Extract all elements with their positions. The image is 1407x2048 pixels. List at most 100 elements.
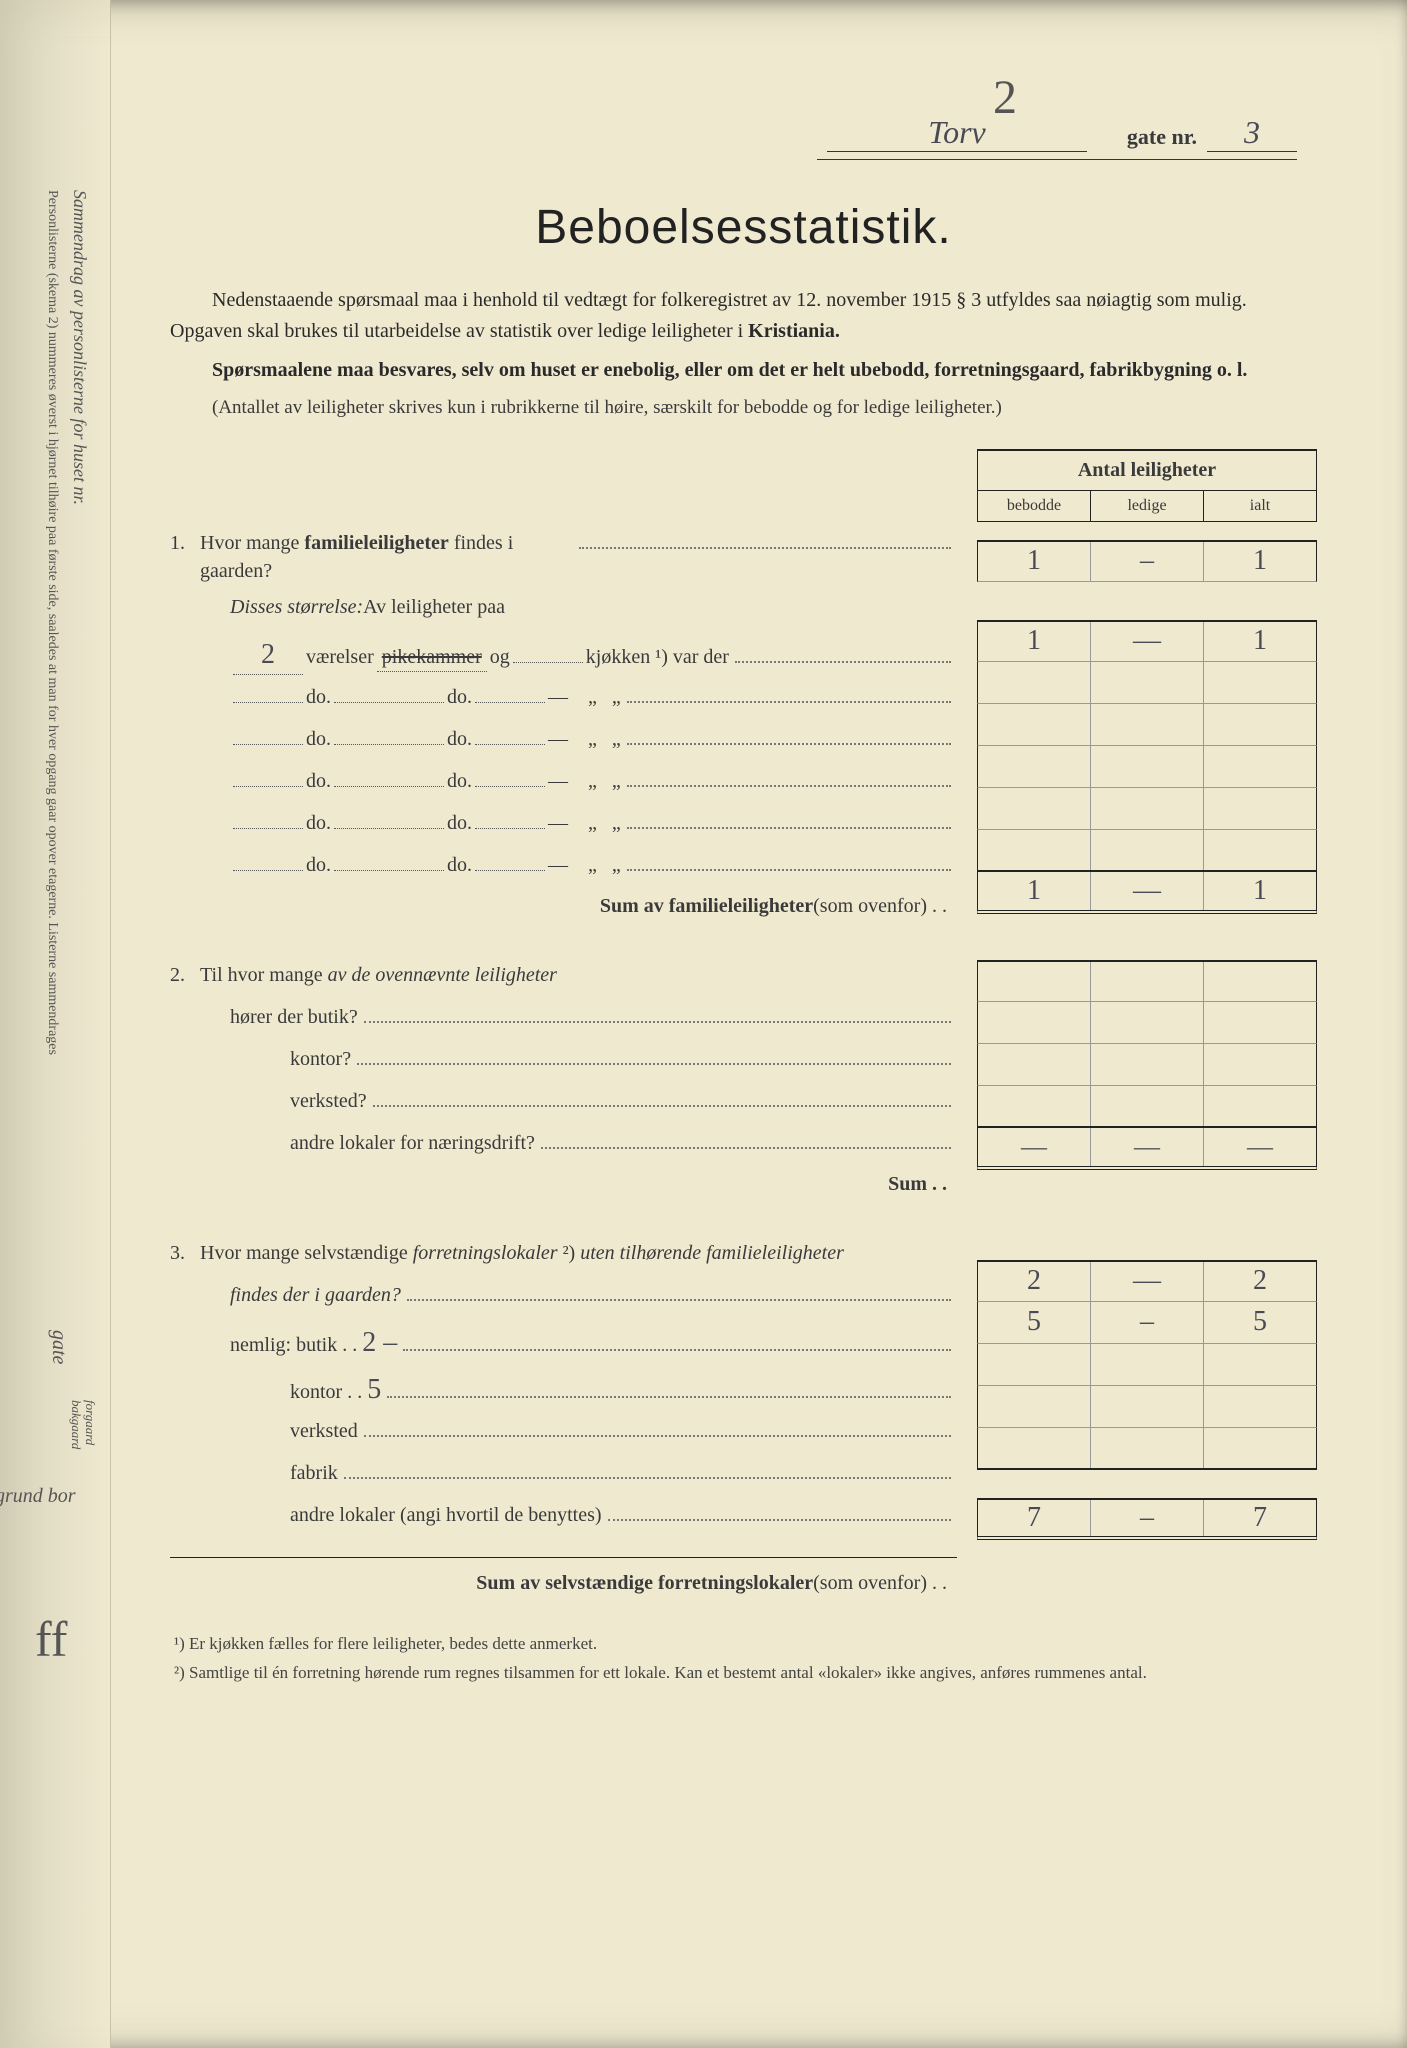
gate-nr-label: gate nr. xyxy=(1127,124,1197,150)
q2-line: 2. Til hvor mange av de ovennævnte leili… xyxy=(170,953,957,995)
do: do. xyxy=(306,851,331,879)
do: do. xyxy=(447,809,472,837)
q1-size-line-2: do. do. — „ „ xyxy=(170,675,957,717)
main-form-area: Antal leiligheter bebodde ledige ialt 1 … xyxy=(170,441,1317,1605)
q3-verksted-text: verksted xyxy=(290,1417,358,1445)
tally-row-size-6 xyxy=(977,830,1317,872)
q3-verksted: verksted xyxy=(170,1409,957,1451)
sidebar-gate-label: gate xyxy=(47,1330,70,1364)
tally-row-q3-andre xyxy=(977,1428,1317,1470)
q3-sum-a: Sum av selvstændige forretningslokaler xyxy=(476,1569,813,1597)
sidebar-forgaard: forgaard xyxy=(82,1400,98,1445)
cell: 1 xyxy=(1027,545,1041,577)
q1-size-line-3: do. do. — „ „ xyxy=(170,717,957,759)
cell: 5 xyxy=(1253,1306,1267,1338)
q3-text-b: forretningslokaler xyxy=(413,1242,558,1264)
margin-handwriting: ff xyxy=(35,1610,67,1668)
do: do. xyxy=(447,683,472,711)
q2-verksted: verksted? xyxy=(170,1079,957,1121)
q1-number: 1. xyxy=(170,529,200,557)
tally-row-q1-main: 1 – 1 xyxy=(977,540,1317,582)
cell: — xyxy=(1133,1265,1161,1297)
q3-kontor-text: kontor xyxy=(290,1378,342,1406)
cell: – xyxy=(1140,1502,1154,1534)
q2-andre-text: andre lokaler for næringsdrift? xyxy=(290,1129,535,1157)
q1-text-a: Hvor mange xyxy=(200,532,304,554)
tally-row-q3-kontor: 5 – 5 xyxy=(977,1302,1317,1344)
cell: — xyxy=(1021,1132,1047,1162)
cell: 1 xyxy=(1253,545,1267,577)
q1-size-line-4: do. do. — „ „ xyxy=(170,759,957,801)
intro-paragraph-2: Spørsmaalene maa besvares, selv om huset… xyxy=(170,355,1317,386)
tally-row-size-1: 1 — 1 xyxy=(977,620,1317,662)
tally-row-q2-butik xyxy=(977,960,1317,1002)
footnote-2: ²) Samtlige til én forretning hørende ru… xyxy=(170,1661,1317,1686)
cell: — xyxy=(1133,875,1161,907)
header-line: 2 Torv gate nr. 3 xyxy=(170,60,1317,180)
sidebar-main-text: Sammendrag av personlisterne for huset n… xyxy=(69,190,90,505)
tally-row-q3-fabrik xyxy=(977,1386,1317,1428)
gate-nr-field: 3 xyxy=(1207,114,1297,152)
q3-number: 3. xyxy=(170,1239,200,1267)
q3-butik-hand: 2 – xyxy=(362,1323,397,1362)
intro-paragraph-3: (Antallet av leiligheter skrives kun i r… xyxy=(212,394,1317,423)
cell: 2 xyxy=(1253,1265,1267,1297)
q1-line1-kj: kjøkken ¹) var der xyxy=(586,643,729,671)
cell: 5 xyxy=(1027,1306,1041,1338)
q3-sum-line: Sum av selvstændige forretningslokaler (… xyxy=(170,1562,957,1604)
sidebar-grund-bor: grund bor xyxy=(0,1485,76,1508)
q2-text-b: av de ovennævnte leiligheter xyxy=(328,964,557,986)
form-page: ff 2 Torv gate nr. 3 Beboelsesstatistik.… xyxy=(130,40,1367,2008)
q3-fabrik: fabrik xyxy=(170,1451,957,1493)
cell: 1 xyxy=(1027,625,1041,657)
q2-sum-text: Sum . . xyxy=(888,1170,947,1198)
q3-text-d: findes der i gaarden? xyxy=(230,1281,401,1309)
cell: 1 xyxy=(1253,875,1267,907)
q1-sizes-label-a: Disses størrelse: xyxy=(230,593,363,621)
q3-kontor: kontor . . 5 xyxy=(170,1362,957,1409)
gate-nr-handwritten: 3 xyxy=(1244,114,1260,150)
q2-andre: andre lokaler for næringsdrift? xyxy=(170,1121,957,1163)
tally-row-q3-sum: 7 – 7 xyxy=(977,1498,1317,1540)
q3-andre: andre lokaler (angi hvortil de benyttes) xyxy=(170,1493,957,1535)
tally-table-head: Antal leiligheter bebodde ledige ialt xyxy=(977,449,1317,522)
tally-row-size-3 xyxy=(977,704,1317,746)
scanned-page: Sammendrag av personlisterne for huset n… xyxy=(0,0,1407,2048)
cell: 7 xyxy=(1253,1502,1267,1534)
q3-nemlig: nemlig: butik xyxy=(230,1331,337,1359)
q1-size-line-1: 2 værelser pikekammer og kjøkken ¹) var … xyxy=(170,627,957,675)
q2-butik: hører der butik? xyxy=(170,995,957,1037)
do: do. xyxy=(306,809,331,837)
intro-paragraph-1: Nedenstaaende spørsmaal maa i henhold ti… xyxy=(170,285,1317,347)
cell: 1 xyxy=(1253,625,1267,657)
tally-row-q2-verksted xyxy=(977,1044,1317,1086)
cell: – xyxy=(1140,545,1154,577)
q3-sup: ²) xyxy=(558,1242,576,1264)
tally-row-size-4 xyxy=(977,746,1317,788)
do: do. xyxy=(306,767,331,795)
tally-row-q2-sum: — — — xyxy=(977,1128,1317,1170)
q3-butik: nemlig: butik . . 2 – xyxy=(170,1315,957,1362)
tally-col-ledige: ledige xyxy=(1091,491,1204,521)
q1-sizes-label-b: Av leiligheter paa xyxy=(363,593,505,621)
cell: 7 xyxy=(1027,1502,1041,1534)
tally-col-ialt: ialt xyxy=(1204,491,1316,521)
intro-p1-b: Kristiania. xyxy=(748,320,840,342)
tally-row-q1-sum: 1 — 1 xyxy=(977,872,1317,914)
q3-andre-text: andre lokaler (angi hvortil de benyttes) xyxy=(290,1501,602,1529)
q2-number: 2. xyxy=(170,961,200,989)
q1-pikekammer: pikekammer xyxy=(382,646,482,668)
street-name-field: Torv xyxy=(827,114,1087,152)
document-title: Beboelsesstatistik. xyxy=(170,200,1317,255)
q2-verksted-text: verksted? xyxy=(290,1087,367,1115)
q1-sizes-label: Disses størrelse: Av leiligheter paa xyxy=(170,585,957,627)
tally-row-q2-andre xyxy=(977,1086,1317,1128)
do: do. xyxy=(447,851,472,879)
q3-text-a: Hvor mange selvstændige xyxy=(200,1242,413,1264)
q2-kontor: kontor? xyxy=(170,1037,957,1079)
left-margin-sidebar: Sammendrag av personlisterne for huset n… xyxy=(30,190,100,1690)
cell: 2 xyxy=(1027,1265,1041,1297)
q3-sum-b: (som ovenfor) . . xyxy=(813,1569,947,1597)
q3-line-1: 3. Hvor mange selvstændige forretningslo… xyxy=(170,1231,957,1273)
do: do. xyxy=(447,767,472,795)
